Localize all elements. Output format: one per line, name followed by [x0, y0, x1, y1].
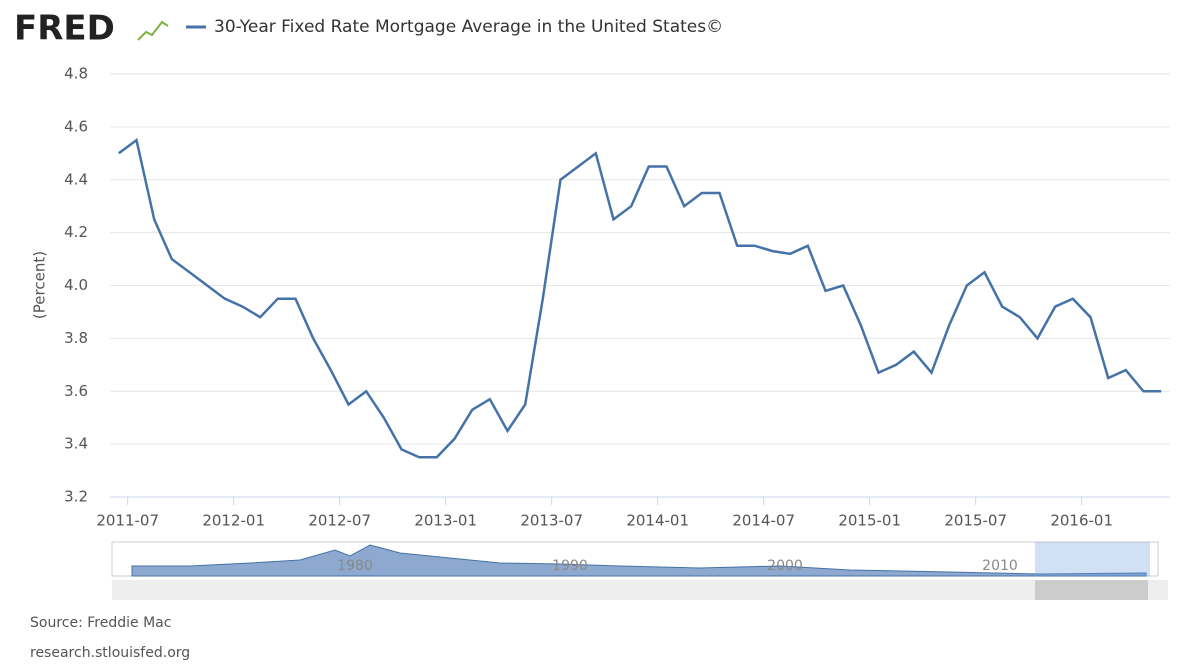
logo-icon: [137, 20, 169, 41]
y-tick-label: 3.6: [64, 382, 88, 400]
x-tick-label: 2014-07: [732, 512, 795, 530]
line-series: [118, 137, 1162, 459]
y-tick-label: 4.4: [64, 170, 88, 188]
navigator-label: 2000: [767, 558, 803, 574]
url: research.stlouisfed.org: [30, 645, 190, 661]
x-tick-label: 2012-01: [202, 512, 265, 530]
logo: FRED: [14, 9, 115, 49]
y-tick-label: 4.2: [64, 223, 88, 241]
navigator-selection: [1035, 542, 1150, 576]
navigator-label: 2010: [982, 558, 1018, 574]
source: Source: Freddie Mac: [30, 615, 171, 631]
scrollbar-thumb[interactable]: [1035, 580, 1148, 600]
x-tick-label: 2013-07: [520, 512, 583, 530]
x-tick-label: 2015-01: [838, 512, 901, 530]
x-tick-label: 2011-07: [96, 512, 159, 530]
y-tick-label: 4.6: [64, 117, 88, 135]
y-tick-label: 3.4: [64, 435, 88, 453]
navigator: 1980 1990 2000 2010: [111, 541, 1168, 600]
navigator-label: 1980: [337, 558, 373, 574]
x-tick-label: 2015-07: [944, 512, 1007, 530]
y-tick-label: 4.8: [64, 65, 88, 83]
legend-label: 30-Year Fixed Rate Mortgage Average in t…: [214, 17, 723, 37]
y-tick-label: 4.0: [64, 276, 88, 294]
x-tick-label: 2014-01: [626, 512, 689, 530]
navigator-label: 1990: [552, 558, 588, 574]
scrollbar[interactable]: [112, 580, 1168, 600]
x-tick-label: 2016-01: [1050, 512, 1113, 530]
y-tick-label: 3.8: [64, 329, 88, 347]
x-tick-label: 2013-01: [414, 512, 477, 530]
x-tick-label: 2012-07: [308, 512, 371, 530]
y-axis-label: (Percent): [31, 251, 49, 319]
y-tick-label: 3.2: [64, 488, 88, 506]
navigator-area: [131, 544, 1147, 577]
